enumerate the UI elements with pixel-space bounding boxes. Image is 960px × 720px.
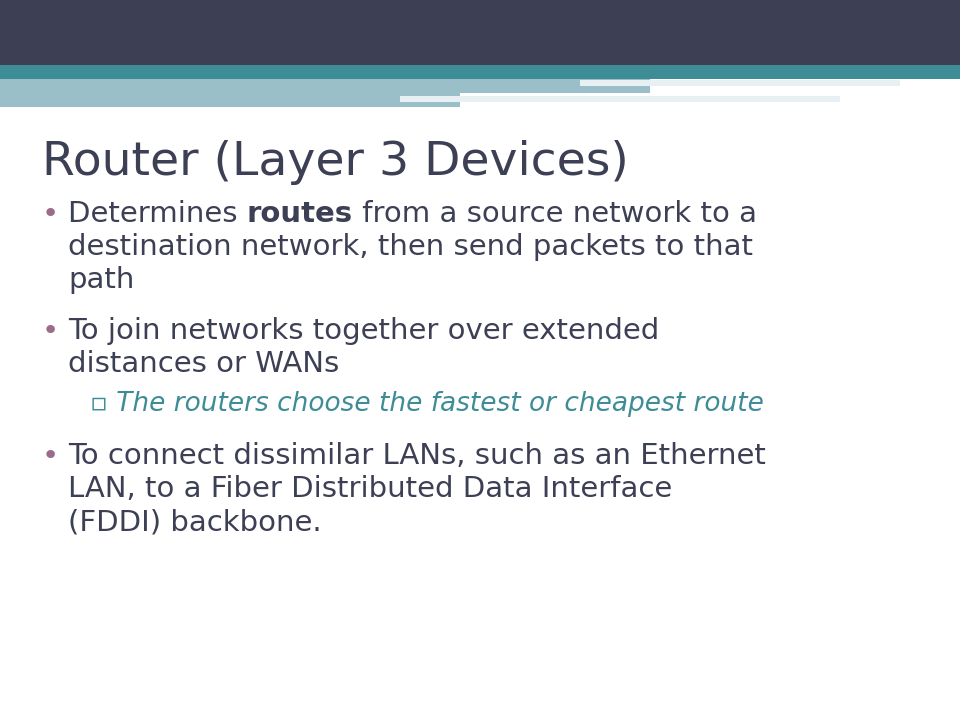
Text: path: path	[68, 266, 134, 294]
Text: distances or WANs: distances or WANs	[68, 350, 339, 378]
Bar	[0, 79, 650, 93]
Bar	[0, 0, 960, 65]
Text: •: •	[42, 200, 60, 228]
Text: LAN, to a Fiber Distributed Data Interface: LAN, to a Fiber Distributed Data Interfa…	[68, 475, 672, 503]
Bar	[0, 93, 460, 107]
Bar	[0, 65, 960, 79]
Text: from a source network to a: from a source network to a	[353, 200, 756, 228]
Text: To join networks together over extended: To join networks together over extended	[68, 317, 660, 345]
Bar	[580, 80, 900, 86]
Text: •: •	[42, 442, 60, 470]
Text: routes: routes	[247, 200, 353, 228]
Text: •: •	[42, 317, 60, 345]
Text: destination network, then send packets to that: destination network, then send packets t…	[68, 233, 753, 261]
Text: Determines: Determines	[68, 200, 247, 228]
Text: To connect dissimilar LANs, such as an Ethernet: To connect dissimilar LANs, such as an E…	[68, 442, 766, 470]
Text: ▫ The routers choose the fastest or cheapest route: ▫ The routers choose the fastest or chea…	[90, 391, 764, 417]
Text: (FDDI) backbone.: (FDDI) backbone.	[68, 508, 322, 536]
Text: Router (Layer 3 Devices): Router (Layer 3 Devices)	[42, 140, 629, 185]
Bar	[400, 96, 840, 102]
